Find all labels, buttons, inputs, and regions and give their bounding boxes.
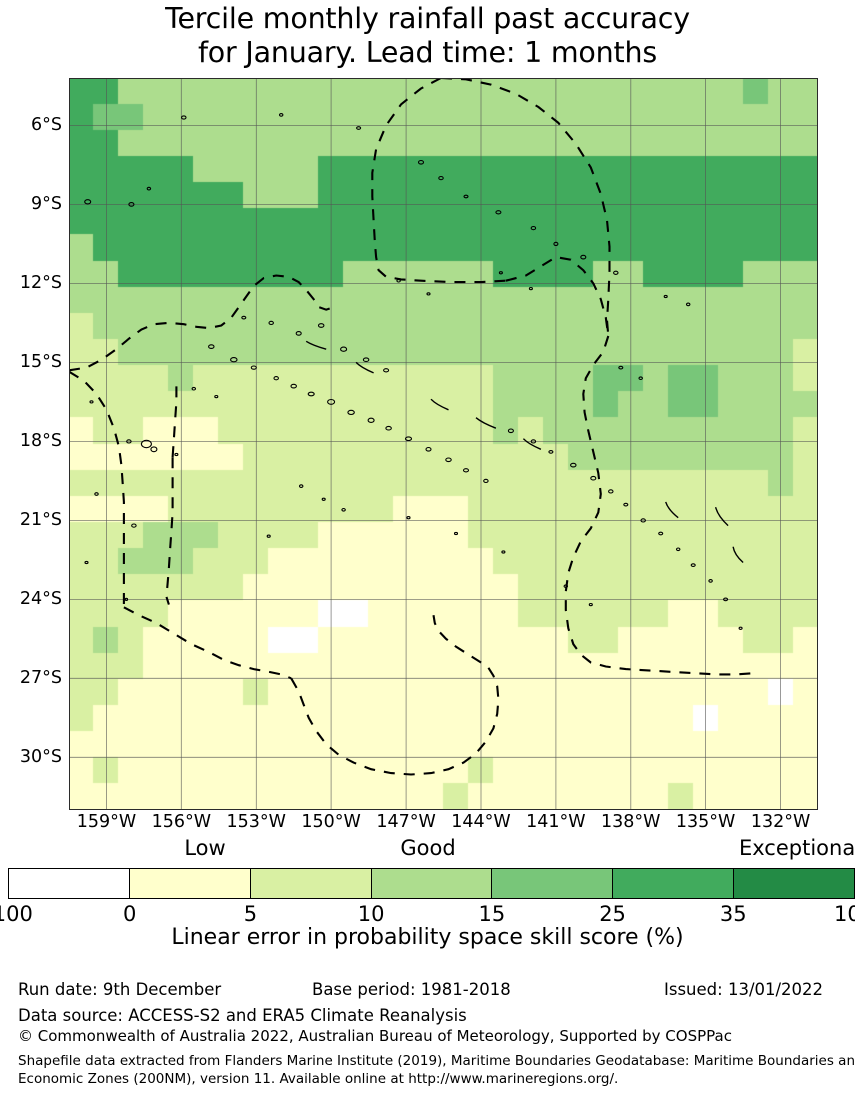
x-tick-7: 141°W <box>526 812 586 832</box>
x-tick-4: 150°W <box>301 812 361 832</box>
map-figure <box>69 78 818 810</box>
eez-boundary-dashed <box>69 78 756 776</box>
colorbar-gradient <box>8 868 855 899</box>
base-period: Base period: 1981-2018 <box>312 980 511 999</box>
colorbar-segment-5 <box>491 869 613 898</box>
y-tick-2: 9°S <box>31 194 62 215</box>
x-tick-10: 132°W <box>750 812 811 832</box>
x-tick-2: 156°W <box>151 812 212 832</box>
shapefile-attribution: Shapefile data extracted from Flanders M… <box>0 1052 855 1088</box>
run-date: Run date: 9th December <box>18 980 222 999</box>
colorbar-tick-4: 10 <box>357 902 385 926</box>
map-plot-area[interactable] <box>69 78 818 810</box>
y-tick-9: 30°S <box>19 747 62 768</box>
colorbar-tick-labels: -100 0 5 10 15 25 35 100 <box>0 902 855 928</box>
title-line-1: Tercile monthly rainfall past accuracy <box>165 2 690 35</box>
island-coastlines <box>84 113 744 630</box>
x-tick-6: 144°W <box>451 812 511 832</box>
footer: Run date: 9th December Base period: 1981… <box>0 980 855 1045</box>
x-tick-8: 138°W <box>601 812 661 832</box>
y-tick-6: 21°S <box>19 510 62 531</box>
colorbar-title: Linear error in probability space skill … <box>171 925 684 950</box>
colorbar-segment-2 <box>128 869 250 898</box>
colorbar-tick-7: 35 <box>719 902 747 926</box>
x-tick-5: 147°W <box>376 812 436 832</box>
colorbar-tick-3: 5 <box>243 902 258 926</box>
colorbar-category-labels: Low Good Exceptional <box>0 836 855 862</box>
title-line-2: for January. Lead time: 1 months <box>197 36 658 69</box>
skill-score-heatmap <box>69 78 818 810</box>
colorbar: Low Good Exceptional -100 0 5 10 15 25 35 100 <box>0 836 855 936</box>
x-tick-1: 159°W <box>76 812 137 832</box>
colorbar-segment-4 <box>370 869 492 898</box>
y-tick-8: 27°S <box>19 668 62 689</box>
shapefile-line-1: Shapefile data extracted from Flanders M… <box>18 1053 855 1069</box>
map-gridlines <box>69 78 818 810</box>
colorbar-segment-7 <box>733 869 855 898</box>
page-title: Tercile monthly rainfall past accuracy f… <box>0 2 855 70</box>
issued-date: Issued: 13/01/2022 <box>664 980 824 999</box>
colorbar-tick-6: 25 <box>599 902 626 926</box>
colorbar-tick-2: 0 <box>123 902 137 926</box>
colorbar-category-2: Good <box>400 836 456 860</box>
colorbar-category-1: Low <box>184 836 226 860</box>
x-tick-9: 135°W <box>675 812 736 832</box>
colorbar-category-3: Exceptional <box>738 836 855 860</box>
colorbar-tick-5: 15 <box>478 902 506 926</box>
colorbar-segment-3 <box>249 869 371 898</box>
y-tick-4: 15°S <box>19 352 62 373</box>
copyright-notice: © Commonwealth of Australia 2022, Austra… <box>18 1027 732 1045</box>
y-tick-7: 24°S <box>19 589 62 610</box>
colorbar-segment-1 <box>9 869 129 898</box>
colorbar-tick-8: 100 <box>833 902 855 926</box>
x-tick-3: 153°W <box>226 812 286 832</box>
x-axis-tick-labels: 159°W 156°W 153°W 150°W 147°W 144°W 141°W 138°W… <box>0 812 855 840</box>
shapefile-line-2: Economic Zones (200NM), version 11. Avai… <box>18 1071 619 1087</box>
colorbar-segment-6 <box>612 869 734 898</box>
y-tick-1: 6°S <box>31 115 62 136</box>
data-source: Data source: ACCESS-S2 and ERA5 Climate … <box>18 1006 467 1025</box>
footer-row-dates: Run date: 9th December Base period: 1981… <box>0 980 855 1004</box>
y-tick-3: 12°S <box>19 273 62 294</box>
colorbar-tick-1: -100 <box>0 902 33 926</box>
y-tick-5: 18°S <box>19 431 62 452</box>
